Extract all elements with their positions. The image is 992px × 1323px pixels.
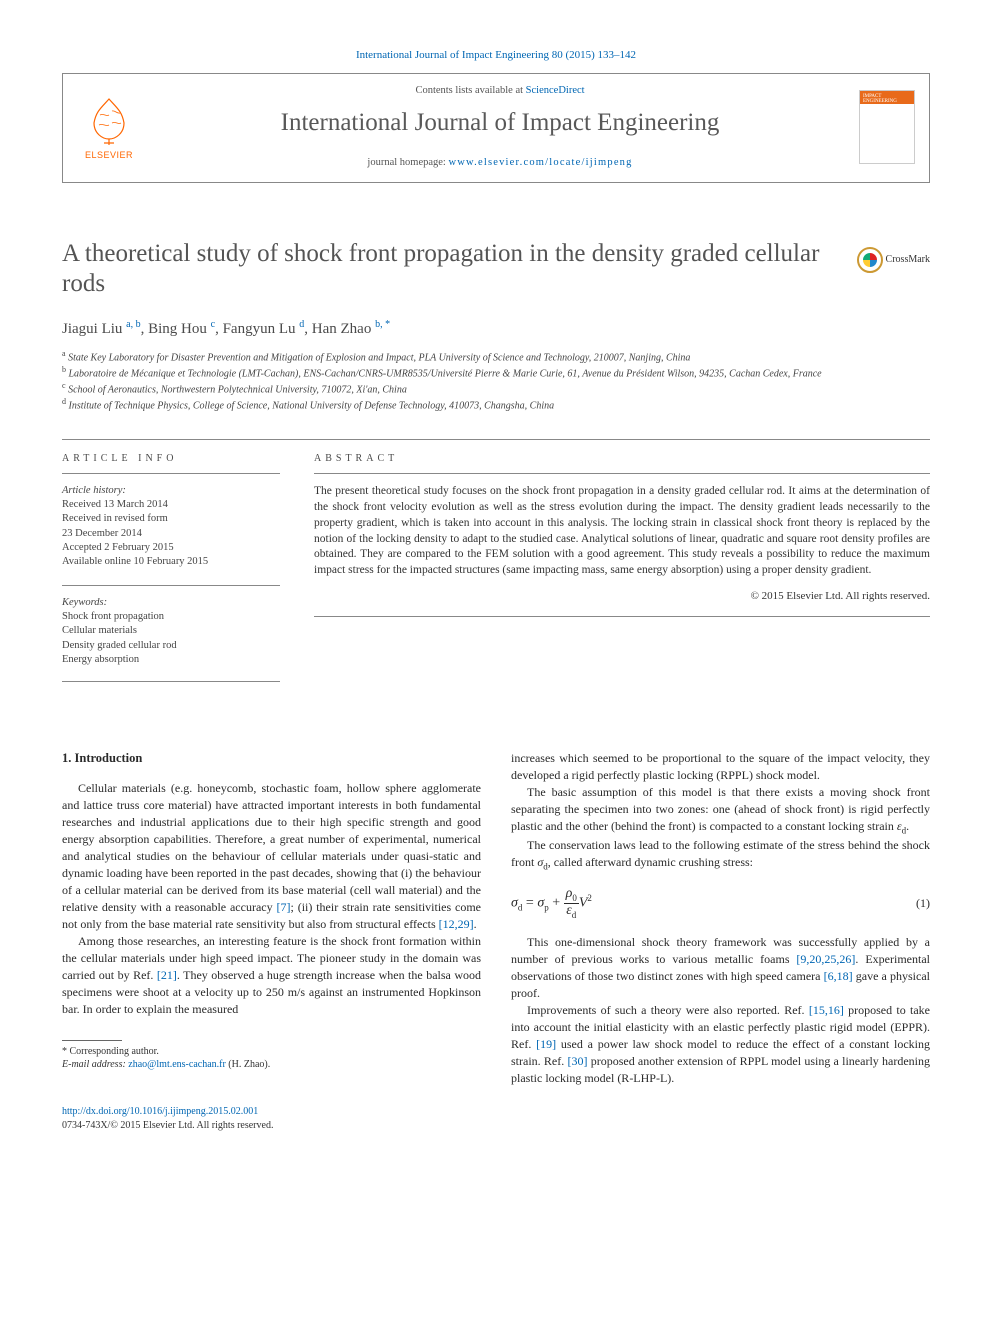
affiliation-b-text: Laboratoire de Mécanique et Technologie …: [69, 368, 822, 379]
elsevier-wordmark: ELSEVIER: [85, 149, 133, 161]
para-5: The conservation laws lead to the follow…: [511, 837, 930, 873]
abstract-heading: ABSTRACT: [314, 440, 930, 475]
article-history: Article history: Received 13 March 2014 …: [62, 474, 280, 586]
footnote-rule: [62, 1040, 122, 1041]
affiliation-a-text: State Key Laboratory for Disaster Preven…: [68, 353, 690, 364]
para-3: increases which seemed to be proportiona…: [511, 750, 930, 784]
journal-header: ELSEVIER Contents lists available at Sci…: [62, 73, 930, 183]
affiliation-c: c School of Aeronautics, Northwestern Po…: [62, 381, 930, 397]
homepage-prefix: journal homepage:: [367, 157, 448, 168]
equation-1-number: (1): [916, 895, 930, 912]
contents-prefix: Contents lists available at: [415, 85, 525, 96]
homepage-link[interactable]: www.elsevier.com/locate/ijimpeng: [448, 157, 632, 168]
keywords-label: Keywords:: [62, 596, 280, 610]
equation-1-body: σd = σp + ρ0εdV2: [511, 887, 916, 920]
elsevier-tree-icon: [82, 93, 136, 147]
email-name: (H. Zhao).: [226, 1059, 270, 1070]
sciencedirect-link[interactable]: ScienceDirect: [526, 85, 585, 96]
page: International Journal of Impact Engineer…: [0, 0, 992, 1172]
ref-6-18[interactable]: [6,18]: [824, 969, 853, 983]
doi-link[interactable]: http://dx.doi.org/10.1016/j.ijimpeng.201…: [62, 1105, 930, 1119]
affiliation-b: b Laboratoire de Mécanique et Technologi…: [62, 365, 930, 381]
para-6: This one-dimensional shock theory framew…: [511, 934, 930, 1002]
corresponding-star: *: [385, 319, 390, 330]
keyword-4: Energy absorption: [62, 653, 280, 667]
author-3-aff: d: [299, 319, 304, 330]
keyword-1: Shock front propagation: [62, 610, 280, 624]
p7a: Improvements of such a theory were also …: [527, 1003, 809, 1017]
authors-line: Jiagui Liu a, b, Bing Hou c, Fangyun Lu …: [62, 318, 930, 339]
article-info-column: ARTICLE INFO Article history: Received 1…: [62, 440, 280, 682]
accepted-date: Accepted 2 February 2015: [62, 541, 280, 555]
email-link[interactable]: zhao@lmt.ens-cachan.fr: [128, 1059, 226, 1070]
p1c: .: [474, 917, 477, 931]
para-4: The basic assumption of this model is th…: [511, 784, 930, 837]
affiliations: a State Key Laboratory for Disaster Prev…: [62, 349, 930, 412]
page-footer: http://dx.doi.org/10.1016/j.ijimpeng.201…: [62, 1105, 930, 1132]
abstract-text: The present theoretical study focuses on…: [314, 474, 930, 585]
ref-19[interactable]: [19]: [536, 1037, 556, 1051]
left-column: 1. Introduction Cellular materials (e.g.…: [62, 750, 481, 1087]
equation-1: σd = σp + ρ0εdV2 (1): [511, 887, 930, 920]
intro-para-1: Cellular materials (e.g. honeycomb, stoc…: [62, 780, 481, 933]
cover-label: IMPACT ENGINEERING: [863, 94, 914, 104]
abstract-column: ABSTRACT The present theoretical study f…: [314, 440, 930, 682]
author-4[interactable]: Han Zhao: [312, 321, 372, 337]
ref-15-16[interactable]: [15,16]: [809, 1003, 844, 1017]
crossmark-badge[interactable]: CrossMark: [857, 247, 930, 273]
abstract-copyright: © 2015 Elsevier Ltd. All rights reserved…: [314, 589, 930, 617]
affiliation-d: d Institute of Technique Physics, Colleg…: [62, 397, 930, 413]
email-line: E-mail address: zhao@lmt.ens-cachan.fr (…: [62, 1058, 481, 1071]
journal-cover-thumb[interactable]: IMPACT ENGINEERING: [859, 90, 915, 164]
revised-label: Received in revised form: [62, 512, 280, 526]
crossmark-label: CrossMark: [886, 253, 930, 267]
keywords: Keywords: Shock front propagation Cellul…: [62, 586, 280, 682]
p1a: Cellular materials (e.g. honeycomb, stoc…: [62, 781, 481, 914]
author-2-aff: c: [211, 319, 215, 330]
ref-9-20-25-26[interactable]: [9,20,25,26]: [796, 952, 855, 966]
elsevier-logo[interactable]: ELSEVIER: [77, 93, 141, 161]
ref-30[interactable]: [30]: [567, 1054, 587, 1068]
issn-line: 0734-743X/© 2015 Elsevier Ltd. All right…: [62, 1119, 930, 1133]
author-3[interactable]: Fangyun Lu: [223, 321, 296, 337]
online-date: Available online 10 February 2015: [62, 555, 280, 569]
ref-7[interactable]: [7]: [276, 900, 290, 914]
revised-date: 23 December 2014: [62, 527, 280, 541]
affiliation-d-text: Institute of Technique Physics, College …: [69, 400, 555, 411]
keyword-3: Density graded cellular rod: [62, 639, 280, 653]
affiliation-a: a State Key Laboratory for Disaster Prev…: [62, 349, 930, 365]
author-1-aff: a, b: [126, 319, 140, 330]
body-two-column: 1. Introduction Cellular materials (e.g.…: [62, 750, 930, 1087]
corresponding-footnote: * Corresponding author. E-mail address: …: [62, 1045, 481, 1071]
article-title: A theoretical study of shock front propa…: [62, 239, 839, 300]
right-column: increases which seemed to be proportiona…: [511, 750, 930, 1087]
crossmark-icon: [857, 247, 883, 273]
received-date: Received 13 March 2014: [62, 498, 280, 512]
p4b: .: [906, 819, 909, 833]
intro-para-2: Among those researches, an interesting f…: [62, 933, 481, 1018]
journal-name: International Journal of Impact Engineer…: [157, 106, 843, 140]
info-abstract-row: ARTICLE INFO Article history: Received 1…: [62, 440, 930, 682]
email-label: E-mail address:: [62, 1059, 126, 1070]
homepage-line: journal homepage: www.elsevier.com/locat…: [157, 156, 843, 170]
section-1-heading: 1. Introduction: [62, 750, 481, 768]
ref-21[interactable]: [21]: [157, 968, 177, 982]
contents-available-line: Contents lists available at ScienceDirec…: [157, 84, 843, 98]
history-label: Article history:: [62, 484, 280, 498]
author-1[interactable]: Jiagui Liu: [62, 321, 122, 337]
article-info-heading: ARTICLE INFO: [62, 440, 280, 475]
para-7: Improvements of such a theory were also …: [511, 1002, 930, 1087]
p4a: The basic assumption of this model is th…: [511, 785, 930, 833]
citation-line: International Journal of Impact Engineer…: [62, 48, 930, 63]
keyword-2: Cellular materials: [62, 624, 280, 638]
ref-12-29[interactable]: [12,29]: [439, 917, 474, 931]
header-center: Contents lists available at ScienceDirec…: [157, 84, 843, 170]
p5b: , called afterward dynamic crushing stre…: [548, 855, 753, 869]
title-row: A theoretical study of shock front propa…: [62, 239, 930, 300]
affiliation-c-text: School of Aeronautics, Northwestern Poly…: [68, 384, 407, 395]
author-4-aff: b,: [375, 319, 385, 330]
corresponding-label: * Corresponding author.: [62, 1045, 481, 1058]
author-2[interactable]: Bing Hou: [148, 321, 207, 337]
